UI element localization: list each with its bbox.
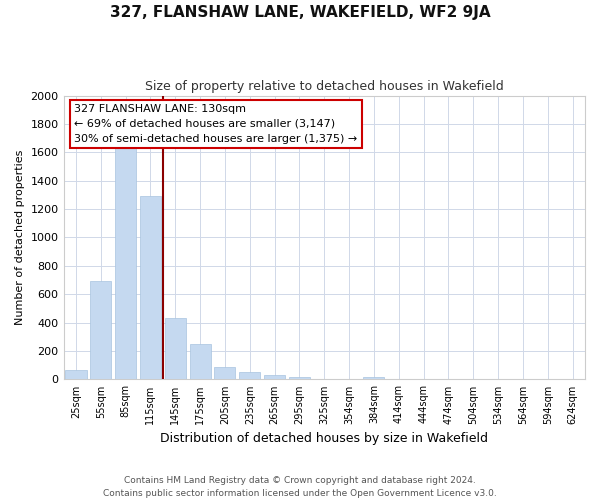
Y-axis label: Number of detached properties: Number of detached properties [15,150,25,325]
Text: 327 FLANSHAW LANE: 130sqm
← 69% of detached houses are smaller (3,147)
30% of se: 327 FLANSHAW LANE: 130sqm ← 69% of detac… [74,104,357,144]
Bar [90,281,112,380]
Bar [239,372,260,380]
Bar [364,378,385,380]
Bar [214,367,235,380]
Bar [190,344,211,380]
Bar [289,376,310,380]
Title: Size of property relative to detached houses in Wakefield: Size of property relative to detached ho… [145,80,503,93]
Bar [165,318,186,380]
Text: 327, FLANSHAW LANE, WAKEFIELD, WF2 9JA: 327, FLANSHAW LANE, WAKEFIELD, WF2 9JA [110,5,490,20]
Text: Contains HM Land Registry data © Crown copyright and database right 2024.
Contai: Contains HM Land Registry data © Crown c… [103,476,497,498]
X-axis label: Distribution of detached houses by size in Wakefield: Distribution of detached houses by size … [160,432,488,445]
Bar [140,196,161,380]
Bar [264,376,285,380]
Bar [115,148,136,380]
Bar [65,370,86,380]
